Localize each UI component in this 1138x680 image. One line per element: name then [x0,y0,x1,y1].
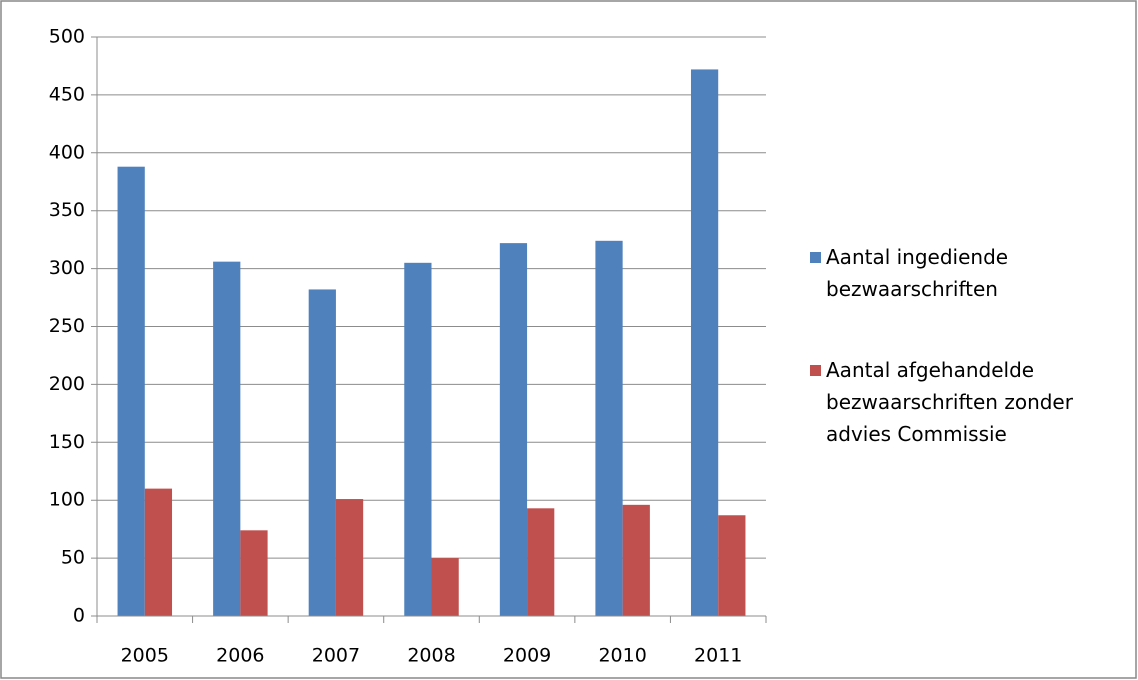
x-tick-label: 2005 [121,645,169,667]
legend-label: Aantal afgehandelde bezwaarschriften zon… [826,358,1073,446]
bar [144,488,173,616]
bar [117,166,145,617]
bar [240,530,268,616]
y-tick-label: 500 [49,26,85,48]
legend-label: Aantal ingediende bezwaarschriften [826,245,1009,301]
bar [718,515,746,616]
y-tick-label: 350 [49,199,85,221]
bar [622,504,650,616]
bar [499,243,528,616]
y-tick-label: 50 [61,547,85,569]
bar [595,240,623,617]
bar [308,289,336,616]
bar [690,69,719,616]
y-tick-label: 450 [49,83,85,105]
bar [335,499,364,616]
y-tick-label: 150 [49,431,85,453]
bar [404,262,432,616]
y-tick-label: 100 [49,489,85,511]
y-tick-label: 250 [49,315,85,337]
bar [213,261,241,616]
y-tick-label: 300 [49,257,85,279]
legend-swatch [810,365,821,376]
x-tick-label: 2008 [407,645,455,667]
x-tick-label: 2010 [598,645,646,667]
x-tick-label: 2011 [694,645,742,667]
y-tick-label: 400 [49,141,85,163]
bar [431,558,459,616]
x-tick-label: 2006 [216,645,264,667]
bar [527,508,555,616]
x-tick-label: 2007 [312,645,360,667]
legend-swatch [810,252,821,263]
y-tick-label: 200 [49,373,85,395]
y-tick-label: 0 [73,605,85,627]
x-tick-label: 2009 [503,645,551,667]
